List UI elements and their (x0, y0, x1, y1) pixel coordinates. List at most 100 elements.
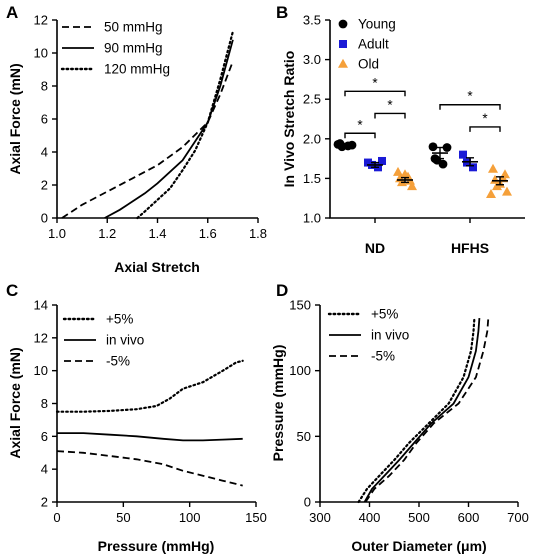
panel-c-ytick-label: 14 (34, 298, 48, 313)
panel-b-significance-bracket (344, 90, 406, 97)
panel-d-legend-label: -5% (371, 349, 395, 364)
panel-b-point-old (407, 181, 417, 191)
panel-a-ytick-label: 8 (41, 79, 48, 94)
panel-d-letter: D (276, 281, 288, 300)
panel-a-xtick-label: 1.8 (249, 226, 267, 241)
panel-d-series-line-3 (364, 318, 490, 503)
panel-b-point-young (442, 143, 452, 152)
panel-b-category-label: HFHS (451, 240, 489, 256)
panel-a-ytick-label: 12 (34, 13, 48, 28)
panel-b-legend-marker (339, 40, 347, 48)
panel-a-legend-label: 50 mmHg (104, 20, 163, 35)
panel-a-ytick-label: 6 (41, 112, 48, 127)
panel-a-xlabel: Axial Stretch (114, 259, 200, 275)
panel-d-xtick-label: 300 (309, 510, 331, 525)
panel-c-xlabel: Pressure (mmHg) (98, 538, 215, 554)
panel-b-category-label: ND (365, 240, 385, 256)
panel-c-ytick-label: 2 (41, 495, 48, 510)
panel-c-series-line-2 (57, 432, 243, 442)
panel-b-legend-marker (338, 19, 348, 29)
panel-a-legend-label: 120 mmHg (104, 62, 170, 77)
panel-b-letter: B (276, 3, 288, 22)
panel-b-significance-bracket (344, 132, 376, 139)
panel-b-ylabel: In Vivo Stretch Ratio (281, 51, 297, 188)
panel-a-xtick-label: 1.4 (148, 226, 166, 241)
panel-b-legend-label: Adult (358, 37, 389, 52)
panel-b-point-old (400, 169, 410, 179)
panel-a-ytick-label: 0 (41, 211, 48, 226)
panel-b-ytick-label: 2.0 (303, 131, 321, 146)
panel-c-ytick-label: 6 (41, 429, 48, 444)
panel-b-point-adult (469, 163, 477, 172)
panel-b-point-old (500, 169, 510, 179)
panel-d: D 300 400 500 600 700 0 50 100 150 +5% in vivo -5%… (270, 281, 529, 554)
panel-a-ytick-label: 2 (41, 178, 48, 193)
panel-a-xtick-label: 1.6 (199, 226, 217, 241)
panel-a-ytick-label: 4 (41, 145, 48, 160)
panel-a-letter: A (6, 3, 18, 22)
panel-b-significance-bracket (439, 104, 501, 110)
panel-c-xtick-label: 50 (116, 510, 130, 525)
panel-b-significance-label: * (482, 111, 488, 126)
panel-a-series-line-1 (61, 60, 234, 219)
panel-a-xtick-label: 1.2 (98, 226, 116, 241)
panel-c-ytick-label: 4 (41, 462, 48, 477)
panel-b-point-young (430, 154, 440, 164)
panel-d-xtick-label: 500 (408, 510, 430, 525)
panel-c-xtick-label: 100 (179, 510, 201, 525)
panel-b-point-adult (378, 156, 386, 165)
panel-b-significance-label: * (387, 97, 393, 112)
panel-b-point-old (502, 186, 512, 196)
panel-b-significance-bracket (374, 112, 406, 119)
panel-c-ytick-label: 8 (41, 396, 48, 411)
panel-a-ylabel: Axial Force (mN) (7, 63, 23, 174)
panel-c-ylabel: Axial Force (mN) (7, 347, 23, 458)
panel-c-xtick-label: 0 (53, 510, 60, 525)
panel-b-legend-marker (338, 58, 348, 68)
panel-c-series-line-3 (56, 450, 243, 487)
panel-d-series-line-2 (363, 318, 481, 503)
panel-d-ylabel: Pressure (mmHg) (270, 345, 286, 462)
panel-b-significance-bracket (469, 126, 501, 132)
panel-d-series-line-1 (357, 317, 476, 504)
panel-b: B 1.0 1.5 2.0 2.5 3.0 3.5 ND HFHS * * * * * Young Ad… (276, 3, 525, 256)
panel-b-point-adult (459, 150, 467, 159)
panel-b-ytick-label: 3.0 (303, 52, 321, 67)
panel-a-xtick-label: 1.0 (48, 226, 66, 241)
panel-b-point-old (486, 189, 496, 199)
panel-d-xlabel: Outer Diameter (μm) (351, 538, 486, 554)
panel-c-legend-label: in vivo (106, 333, 144, 348)
panel-b-ytick-label: 2.5 (303, 92, 321, 107)
panel-d-xtick-label: 400 (359, 510, 381, 525)
panel-a-series-line-2 (104, 39, 234, 219)
panel-a-series-line-3 (136, 30, 234, 220)
panel-d-legend-label: +5% (371, 307, 398, 322)
panel-b-significance-label: * (357, 117, 363, 132)
panel-c-axes (56, 305, 256, 503)
panel-a-legend-label: 90 mmHg (104, 41, 163, 56)
panel-c-ytick-label: 10 (34, 363, 48, 378)
panel-c: C 0 50 100 150 2 4 6 8 10 12 14 +5% in vivo -5% Pres… (6, 281, 267, 554)
panel-d-ytick-label: 0 (304, 495, 311, 510)
panel-c-series-line-1 (55, 359, 244, 413)
panel-d-legend-label: in vivo (371, 328, 409, 343)
panel-c-letter: C (6, 281, 18, 300)
panel-d-xtick-label: 600 (458, 510, 480, 525)
panel-c-legend-label: -5% (106, 354, 130, 369)
panel-b-point-young (428, 142, 438, 152)
panel-b-significance-label: * (372, 75, 378, 90)
panel-b-point-old (393, 166, 403, 176)
panel-d-ytick-label: 100 (289, 363, 311, 378)
panel-b-ytick-label: 1.5 (303, 171, 321, 186)
panel-a-ytick-label: 10 (34, 46, 48, 61)
panel-c-xtick-label: 150 (245, 510, 267, 525)
panel-b-legend-label: Old (358, 57, 379, 72)
panel-b-legend-label: Young (358, 17, 396, 32)
panel-a: A 1.0 1.2 1.4 1.6 1.8 0 2 4 6 8 10 12 50 mmHg 90 mmH… (6, 3, 267, 275)
panel-d-xtick-label: 700 (507, 510, 529, 525)
panel-b-ytick-label: 3.5 (303, 13, 321, 28)
panel-b-significance-label: * (467, 89, 473, 104)
panel-b-ytick-label: 1.0 (303, 211, 321, 226)
panel-c-legend-label: +5% (106, 312, 133, 327)
